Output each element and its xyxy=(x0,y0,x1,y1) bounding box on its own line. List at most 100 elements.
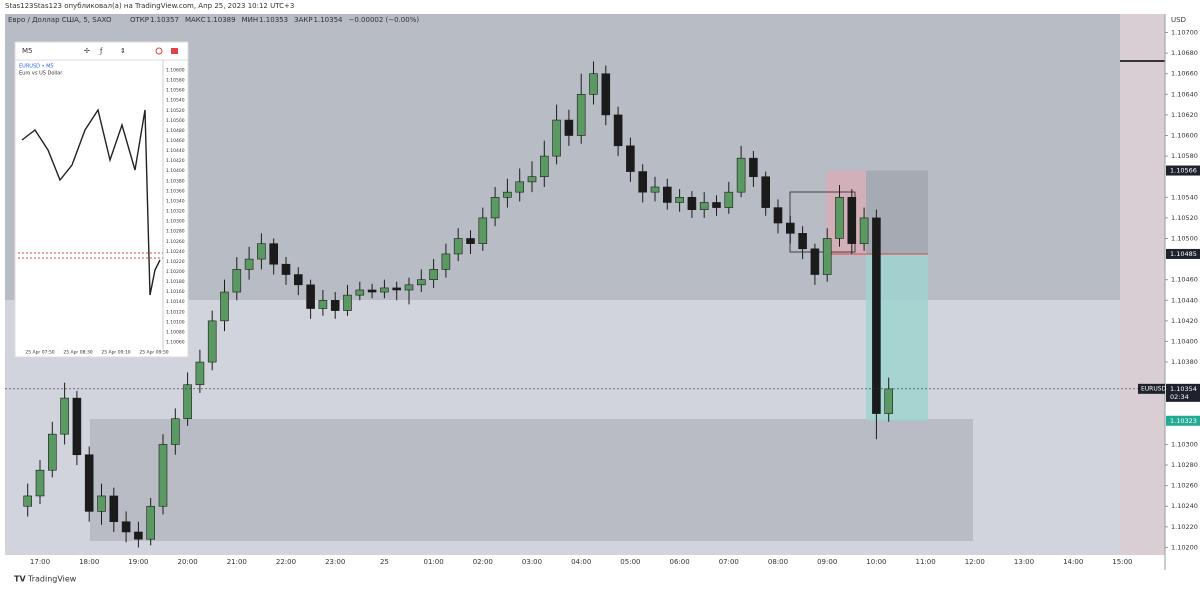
x-tick-label: 20:00 xyxy=(178,558,198,566)
y-tick-label: 1.10420 xyxy=(1171,317,1198,325)
candle-body xyxy=(699,202,709,210)
x-tick-label: 02:00 xyxy=(473,558,493,566)
x-tick-label: 25 xyxy=(380,558,389,566)
candle-body xyxy=(146,505,155,540)
inset-labels: 1.10600 1.10580 1.10560 1.10540 1.10520 1.105… xyxy=(25,68,184,356)
y-tick-label: 1.10540 xyxy=(1171,193,1198,201)
y-tick-label: 1.10440 xyxy=(1171,296,1198,304)
candle-body xyxy=(72,397,82,456)
demand-box xyxy=(90,419,973,541)
inset-price: 1.10060 xyxy=(166,340,185,346)
candle-body xyxy=(171,418,180,445)
y-tick-label: 1.10280 xyxy=(1171,461,1198,469)
candle-body xyxy=(220,291,229,322)
field-value: 1.10354 xyxy=(314,16,343,24)
inset-time: 25 Apr 08:30 xyxy=(63,350,92,356)
candle-body xyxy=(515,181,525,193)
candle-body xyxy=(392,287,402,291)
candle-body xyxy=(269,243,279,265)
inset-time: 25 Apr 07:50 xyxy=(25,350,54,356)
inset-price: 1.10300 xyxy=(166,219,185,225)
inset-price: 1.10540 xyxy=(166,98,185,104)
x-tick-label: 10:00 xyxy=(866,558,886,566)
last-price-label: 1.10354 xyxy=(1170,385,1197,393)
candle-body xyxy=(785,222,795,234)
candle-body xyxy=(293,274,303,286)
x-tick-label: 05:00 xyxy=(620,558,640,566)
inset-price: 1.10140 xyxy=(166,299,185,305)
y-tick-label: 1.10200 xyxy=(1171,543,1198,551)
y-tick-label: 1.10580 xyxy=(1171,152,1198,160)
last-price-tag xyxy=(1138,383,1165,394)
candle-body xyxy=(158,444,168,507)
inset-price: 1.10100 xyxy=(166,319,185,325)
y-tick-label: 1.10620 xyxy=(1171,111,1198,119)
candle-body xyxy=(367,289,377,293)
candle-body xyxy=(638,171,648,193)
y-tick-label: 1.10700 xyxy=(1171,29,1198,37)
change: −0.00002 (−0.00%) xyxy=(349,16,420,24)
x-tick-label: 07:00 xyxy=(719,558,739,566)
y-tick-label: 1.10640 xyxy=(1171,90,1198,98)
inset-price: 1.10200 xyxy=(166,269,185,275)
candle-body xyxy=(355,289,365,296)
inset-icon[interactable]: ⇕ xyxy=(120,47,126,55)
candle-body xyxy=(207,320,217,363)
candle-body xyxy=(761,176,771,208)
candle-body xyxy=(60,397,69,435)
header-fields: ОТКР 1.10357 МАКС 1.10389 МИН 1.10353 ЗАКР 1.10… xyxy=(130,16,419,24)
currency: USD xyxy=(1171,16,1186,24)
candle-body xyxy=(195,361,205,386)
candle-body xyxy=(183,384,192,420)
y-tick-label: 1.10680 xyxy=(1171,49,1198,57)
candle-body xyxy=(736,157,746,193)
inset-price: 1.10180 xyxy=(166,279,185,285)
inset-price: 1.10160 xyxy=(166,289,185,295)
inset-price: 1.10120 xyxy=(166,309,185,315)
candle-body xyxy=(23,495,33,507)
footer-logo: TV xyxy=(14,575,26,584)
inset-price: 1.10240 xyxy=(166,249,185,255)
y-tick-label: 1.10380 xyxy=(1171,358,1198,366)
candle-body xyxy=(47,433,57,471)
candle-body xyxy=(564,119,574,136)
candle-body xyxy=(441,253,451,270)
candle-body xyxy=(835,197,844,239)
inset-icon[interactable]: ✢ xyxy=(84,47,90,55)
candle-body xyxy=(503,191,512,198)
candle-body xyxy=(810,248,820,275)
last-price-box xyxy=(1166,383,1200,402)
candle-body xyxy=(626,145,635,172)
x-tick-label: 14:00 xyxy=(1063,558,1083,566)
field-name: МИН xyxy=(242,16,259,24)
countdown: 02:34 xyxy=(1170,393,1189,401)
candle-body xyxy=(847,197,857,244)
inset-price: 1.10340 xyxy=(166,198,185,204)
candle-body xyxy=(343,294,352,311)
y-tick-label: 1.10240 xyxy=(1171,502,1198,510)
symbol: Евро / Доллар США, 5, SAXO xyxy=(8,16,112,24)
candle-body xyxy=(527,176,537,183)
candle-body xyxy=(478,217,488,244)
candle-body xyxy=(712,202,721,208)
x-tick-label: 06:00 xyxy=(670,558,690,566)
x-tick-label: 21:00 xyxy=(227,558,247,566)
inset-description: Euro vs US Dollar xyxy=(19,71,63,77)
x-tick-label: 09:00 xyxy=(817,558,837,566)
y-tick-label: 1.10500 xyxy=(1171,234,1198,242)
inset-trace xyxy=(21,108,161,296)
inset-icon[interactable] xyxy=(171,48,178,54)
candle-body xyxy=(429,269,438,280)
candle-body xyxy=(576,94,586,136)
inset-price: 1.10560 xyxy=(166,88,185,94)
x-tick-label: 15:00 xyxy=(1112,558,1132,566)
inset-icon[interactable]: ƒ xyxy=(99,47,103,55)
candle-body xyxy=(601,73,611,116)
inset-icon[interactable] xyxy=(155,47,163,55)
x-tick-label: 18:00 xyxy=(79,558,99,566)
y-tick-label: 1.10260 xyxy=(1171,482,1198,490)
inset-price: 1.10460 xyxy=(166,138,185,144)
candle-body xyxy=(539,155,549,178)
inset-chart: M5 ✢ ƒ ⇕ EURUSD • M5 Euro vs US Dollar 1… xyxy=(14,41,189,358)
